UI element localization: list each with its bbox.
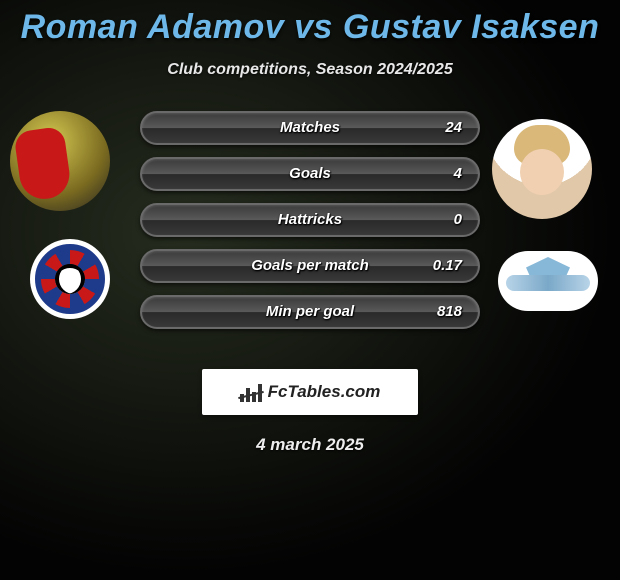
stats-area: Matches 24 Goals 4 Hattricks 0 Goals per… (0, 111, 620, 351)
stat-value: 0 (454, 205, 462, 235)
page-title: Roman Adamov vs Gustav Isaksen (0, 0, 620, 47)
stat-row-min-per-goal: Min per goal 818 (140, 295, 480, 329)
stat-label: Goals (142, 159, 478, 189)
club-left-badge (30, 239, 110, 319)
date-label: 4 march 2025 (0, 435, 620, 455)
brand-text: FcTables.com (268, 382, 381, 402)
stat-label: Hattricks (142, 205, 478, 235)
brand-badge: FcTables.com (202, 369, 418, 415)
stat-bars: Matches 24 Goals 4 Hattricks 0 Goals per… (140, 111, 480, 341)
stat-row-matches: Matches 24 (140, 111, 480, 145)
stat-value: 0.17 (433, 251, 462, 281)
club-right-badge (498, 251, 598, 311)
player-right-avatar (492, 119, 592, 219)
chart-icon (240, 382, 262, 402)
stat-row-hattricks: Hattricks 0 (140, 203, 480, 237)
stat-label: Matches (142, 113, 478, 143)
stat-label: Goals per match (142, 251, 478, 281)
stat-value: 24 (445, 113, 462, 143)
player-left-avatar (10, 111, 110, 211)
stat-label: Min per goal (142, 297, 478, 327)
stat-value: 4 (454, 159, 462, 189)
stat-row-goals-per-match: Goals per match 0.17 (140, 249, 480, 283)
subtitle: Club competitions, Season 2024/2025 (0, 61, 620, 79)
stat-row-goals: Goals 4 (140, 157, 480, 191)
stat-value: 818 (437, 297, 462, 327)
